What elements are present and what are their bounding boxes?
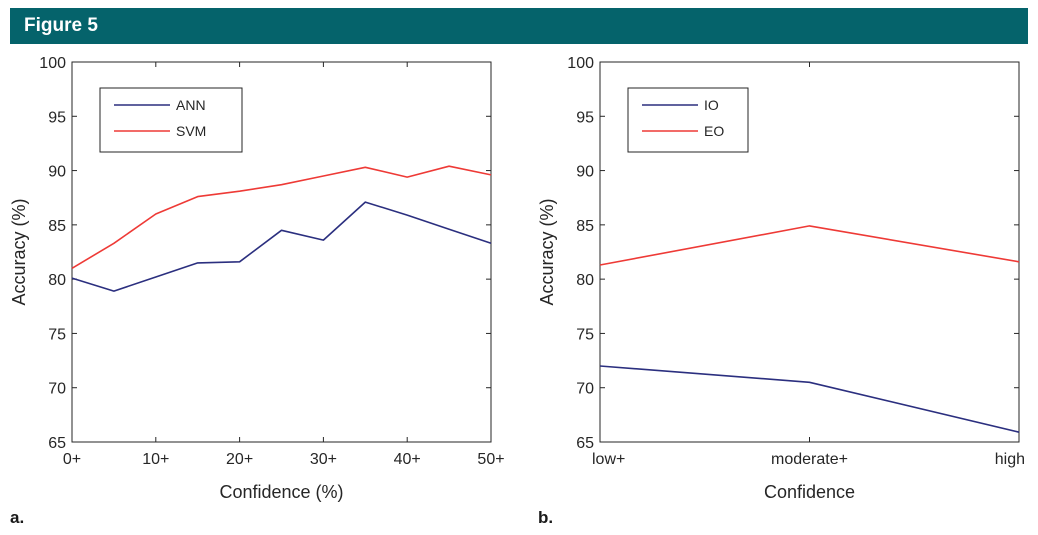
series-line-io <box>599 365 1020 433</box>
x-tick-label: 30+ <box>310 451 337 468</box>
figure-header-bar: Figure 5 <box>10 8 1028 44</box>
chart-panel-a: 65 70 75 80 85 90 95 100 0+ 10+ 20+ 30+ 40+ 50+ Confid… <box>9 55 505 502</box>
x-tick-label: low+ <box>592 451 625 468</box>
series-line-ann <box>71 201 492 292</box>
y-tick-label: 80 <box>576 272 594 289</box>
series-line-eo <box>599 225 1020 266</box>
y-tick-label: 100 <box>567 55 594 72</box>
y-tick-label: 85 <box>48 218 66 235</box>
x-tick-label: 20+ <box>226 451 253 468</box>
x-tick-label: 10+ <box>142 451 169 468</box>
x-tick-label: 0+ <box>63 451 81 468</box>
legend-box <box>99 87 243 153</box>
y-tick-label: 70 <box>576 381 594 398</box>
y-tick-label: 75 <box>48 326 66 343</box>
x-tick-label: 40+ <box>394 451 421 468</box>
legend-label-ann: ANN <box>176 97 206 113</box>
x-tick-label: high <box>995 451 1025 468</box>
y-tick-label: 75 <box>576 326 594 343</box>
legend: ANN SVM <box>99 87 243 153</box>
x-tick-label: moderate+ <box>771 451 848 468</box>
x-axis-label: Confidence <box>764 482 855 502</box>
figure-title: Figure 5 <box>24 15 98 36</box>
legend-box <box>627 87 749 153</box>
legend: IO EO <box>627 87 749 153</box>
y-tick-label: 95 <box>576 109 594 126</box>
y-tick-label: 85 <box>576 218 594 235</box>
y-tick-label: 80 <box>48 272 66 289</box>
y-tick-label: 100 <box>39 55 66 72</box>
legend-label-eo: EO <box>704 123 724 139</box>
series-line-svm <box>71 165 492 269</box>
x-axis-label: Confidence (%) <box>219 482 343 502</box>
y-tick-label: 65 <box>576 435 594 452</box>
y-axis-label: Accuracy (%) <box>9 198 29 305</box>
y-tick-label: 90 <box>576 164 594 181</box>
y-tick-label: 95 <box>48 109 66 126</box>
plot-area-frame <box>71 61 492 443</box>
x-tick-label: 50+ <box>477 451 504 468</box>
y-tick-label: 70 <box>48 381 66 398</box>
chart-panel-b: 65 70 75 80 85 90 95 100 low+ moderate+ high Confid… <box>537 55 1025 502</box>
legend-label-io: IO <box>704 97 719 113</box>
y-tick-label: 65 <box>48 435 66 452</box>
legend-label-svm: SVM <box>176 123 206 139</box>
panel-label-a: a. <box>10 508 25 527</box>
y-axis-label: Accuracy (%) <box>537 198 557 305</box>
panel-label-b: b. <box>538 508 554 527</box>
y-tick-label: 90 <box>48 164 66 181</box>
